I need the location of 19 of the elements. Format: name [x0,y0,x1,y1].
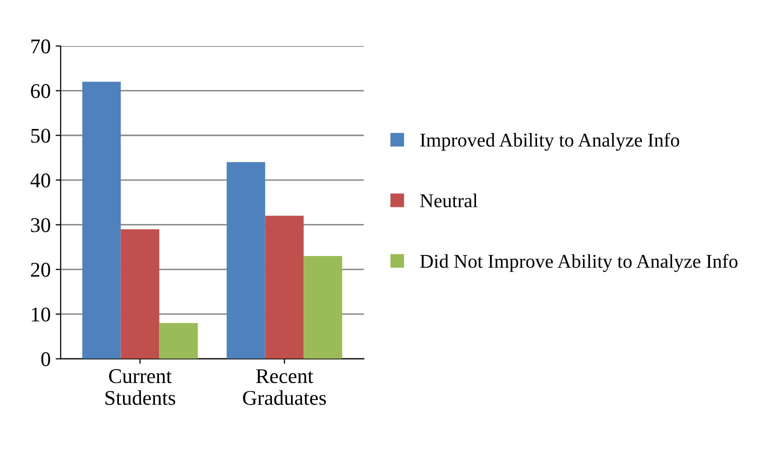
bar [226,162,266,359]
y-tick-label: 60 [30,84,50,98]
bar [304,256,342,359]
x-tick-label: Current Students [106,369,176,405]
y-tick-label: 10 [32,307,50,322]
y-tick-label: 20 [31,262,50,277]
y-tick-label: 70 [31,39,50,54]
legend-label: Improved Ability to Analyze Info [420,132,680,151]
legend-label: Neutral [420,194,478,208]
y-tick-label: 0 [41,352,50,366]
x-tick-label: Recent Graduates [243,369,326,405]
bar [82,82,121,359]
y-tick-label: 50 [31,128,50,143]
y-tick-label: 40 [30,173,50,188]
bar [265,216,304,359]
legend-label: Did Not Improve Ability to Analyze Info [420,254,738,272]
bar [120,229,160,359]
bar [159,323,198,359]
y-tick-label: 30 [31,218,50,232]
